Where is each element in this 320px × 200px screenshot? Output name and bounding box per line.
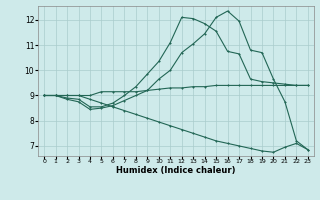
- X-axis label: Humidex (Indice chaleur): Humidex (Indice chaleur): [116, 166, 236, 175]
